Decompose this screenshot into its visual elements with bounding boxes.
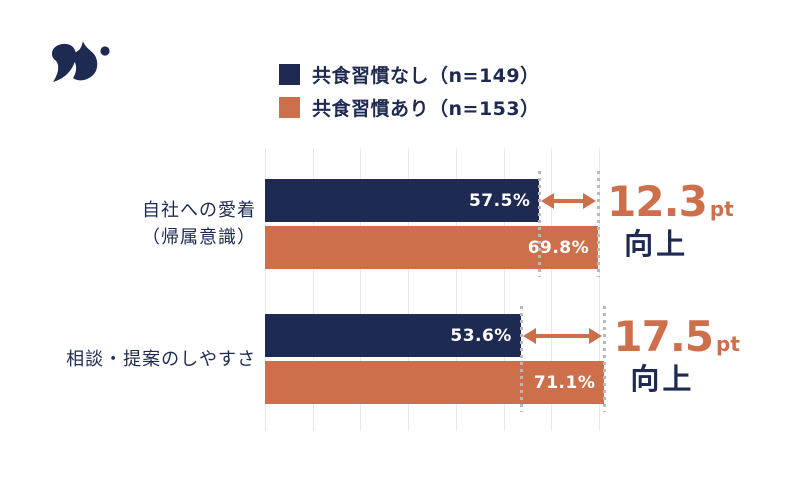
arrow-head [541,192,555,209]
delta-annotation: 12.3 pt 向上 [607,177,734,262]
plot-area [265,148,623,431]
value-label: 71.1% [533,372,596,393]
arrow-head [522,327,536,344]
gridline [265,148,266,431]
bar-no-kyoshoku: 53.6% [265,314,521,357]
bar-kyoshoku: 69.8% [265,226,599,269]
category-label: 相談・提案のしやすさ [66,348,256,370]
delta-direction: 向上 [630,362,695,396]
delta-direction: 向上 [624,227,689,261]
gridline [408,148,410,431]
chart-legend: 共食習慣なし（n=149） 共食習慣あり（n=153） [279,63,540,120]
arrow-head [589,327,603,344]
gridline [312,148,314,431]
legend-swatch-navy [279,64,300,85]
legend-swatch-orange [279,97,300,118]
delta-annotation: 17.5 pt 向上 [613,312,740,397]
arrow-shaft [531,333,594,338]
legend-label: 共食習慣なし（n=149） [312,65,540,87]
bar-kyoshoku: 71.1% [265,361,605,404]
logo-body [72,41,98,81]
dotted-guide [603,306,607,412]
delta-unit: pt [709,197,734,221]
dotted-guide [597,171,601,277]
legend-item-no-kyoshoku: 共食習慣なし（n=149） [279,63,540,87]
legend-label: 共食習慣あり（n=153） [312,98,540,120]
gridline [551,148,553,431]
legend-item-kyoshoku: 共食習慣あり（n=153） [279,96,540,120]
value-label: 53.6% [450,325,512,346]
value-label: 69.8% [527,237,590,258]
delta-value: 17.5 [613,312,714,361]
logo-tail [51,43,76,82]
arrow-head [583,192,597,209]
category-label: 自社への愛着 （帰属意識） [142,200,256,248]
dotted-guide [538,171,542,277]
arrow-shaft [550,198,588,203]
gridline [455,148,457,431]
dotted-guide [519,306,523,412]
logo-dot [100,46,110,56]
gridline [503,148,505,431]
delta-unit: pt [716,332,740,356]
squirrel-logo-icon [51,41,110,82]
bar-no-kyoshoku: 57.5% [265,179,540,222]
delta-value: 12.3 [607,177,708,226]
value-label: 57.5% [468,190,531,211]
gridline [599,148,601,431]
gridline [360,148,362,431]
